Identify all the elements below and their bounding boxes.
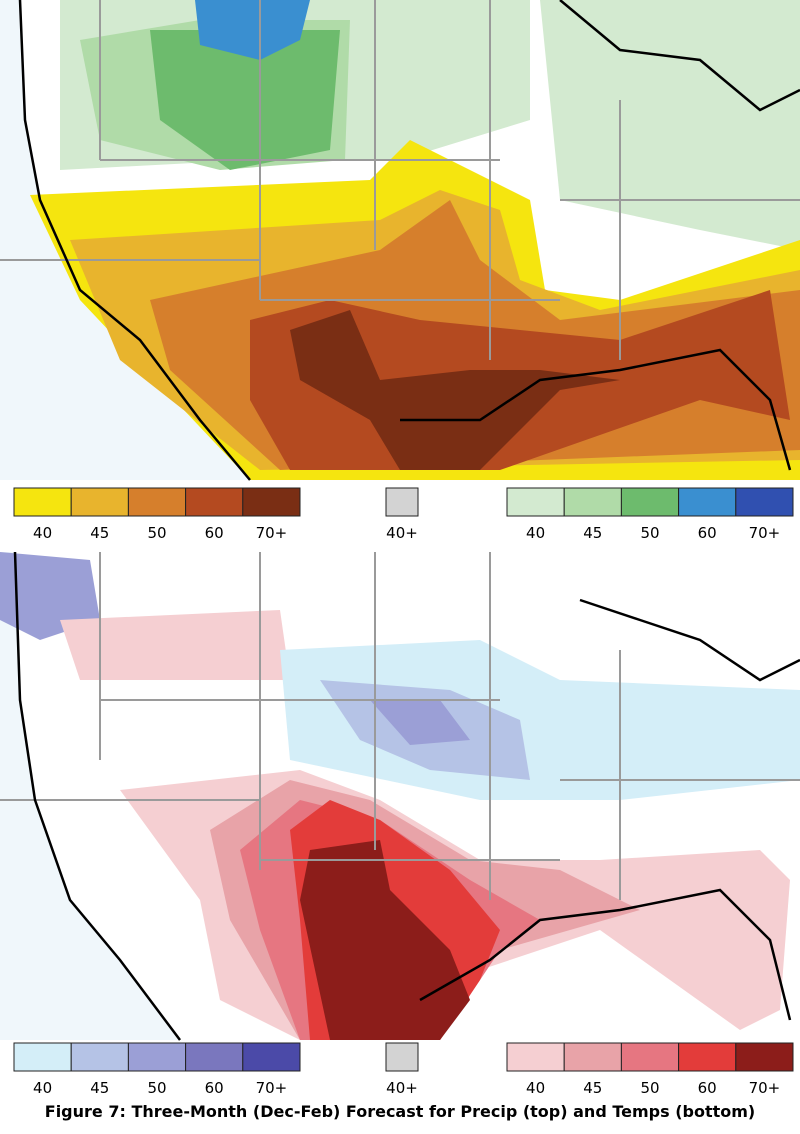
legend-label: 60 [205, 524, 224, 542]
legend-label: 40+ [386, 1079, 418, 1097]
legend-swatch [385, 487, 419, 517]
legend-label: 50 [147, 1079, 166, 1097]
legend-swatch [70, 1042, 129, 1072]
legend-swatch [506, 1042, 565, 1072]
legend-swatch [678, 487, 737, 517]
legend-swatch [735, 487, 794, 517]
legend-label: 45 [90, 1079, 109, 1097]
legend-swatch [678, 1042, 737, 1072]
legend-swatch [70, 487, 129, 517]
legend-label: 60 [698, 524, 717, 542]
temps-legend: 40 45 50 60 70+ 40+ 40 45 50 60 70+ [13, 1042, 794, 1097]
legend-label: 40 [33, 524, 52, 542]
precip-map [0, 0, 800, 481]
legend-label: 50 [640, 524, 659, 542]
legend-swatch [563, 1042, 622, 1072]
legend-swatch [13, 487, 72, 517]
legend-swatch [620, 487, 680, 517]
legend-swatch [127, 1042, 187, 1072]
caption: Figure 7: Three-Month (Dec-Feb) Forecast… [45, 1102, 755, 1121]
legend-label: 40 [526, 524, 545, 542]
legend-label: 70+ [749, 524, 781, 542]
legend-label: 40 [526, 1079, 545, 1097]
temps-map [0, 551, 800, 1041]
legend-label: 40 [33, 1079, 52, 1097]
legend-label: 50 [147, 524, 166, 542]
legend-label: 60 [698, 1079, 717, 1097]
legend-swatch [185, 487, 244, 517]
legend-swatch [620, 1042, 680, 1072]
legend-label: 50 [640, 1079, 659, 1097]
precip-legend: 40 45 50 60 70+ 40+ 40 45 50 60 70+ [13, 487, 794, 542]
legend-label: 45 [90, 524, 109, 542]
legend-label: 40+ [386, 524, 418, 542]
legend-swatch [127, 487, 187, 517]
legend-swatch [385, 1042, 419, 1072]
legend-swatch [242, 1042, 301, 1072]
legend-label: 60 [205, 1079, 224, 1097]
legend-label: 70+ [749, 1079, 781, 1097]
legend-swatch [735, 1042, 794, 1072]
legend-swatch [506, 487, 565, 517]
legend-label: 70+ [256, 524, 288, 542]
legend-label: 70+ [256, 1079, 288, 1097]
legend-swatch [13, 1042, 72, 1072]
legend-label: 45 [583, 1079, 602, 1097]
legend-swatch [185, 1042, 244, 1072]
legend-swatch [242, 487, 301, 517]
legend-label: 45 [583, 524, 602, 542]
legend-swatch [563, 487, 622, 517]
